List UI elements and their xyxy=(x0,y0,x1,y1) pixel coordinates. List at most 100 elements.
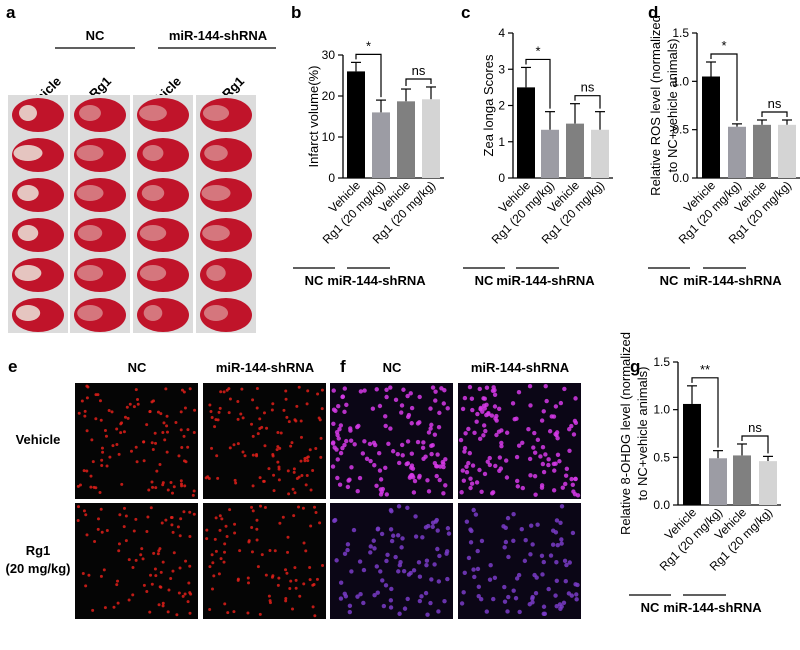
cell xyxy=(179,479,183,483)
cell xyxy=(188,564,192,568)
cell xyxy=(395,451,400,457)
cell xyxy=(219,390,223,394)
cell xyxy=(546,457,551,462)
cell xyxy=(319,436,323,440)
cell xyxy=(192,512,196,516)
cell xyxy=(270,408,274,412)
cell xyxy=(492,404,498,409)
cell xyxy=(383,414,388,419)
significance-bracket xyxy=(574,95,601,109)
micrograph xyxy=(203,503,326,619)
cell xyxy=(85,533,89,537)
row-header: Rg1 xyxy=(26,543,51,558)
cell xyxy=(558,520,563,526)
cell xyxy=(216,476,220,480)
cell xyxy=(246,581,250,585)
cell xyxy=(127,598,131,602)
cell xyxy=(148,610,152,614)
brain-infarct xyxy=(77,225,103,241)
cell xyxy=(87,573,91,577)
cell xyxy=(85,469,89,473)
cell xyxy=(170,523,174,527)
cell xyxy=(423,590,429,596)
group-label: miR-144-shRNA xyxy=(683,273,782,288)
cell xyxy=(271,402,275,406)
cell xyxy=(496,406,502,411)
cell xyxy=(246,576,250,580)
cell xyxy=(504,430,510,435)
cell xyxy=(236,577,240,581)
cell xyxy=(227,411,231,415)
row-header: (20 mg/kg) xyxy=(5,561,70,576)
cell xyxy=(342,442,347,448)
brain-infarct xyxy=(77,305,103,321)
cell xyxy=(526,427,531,432)
cell xyxy=(417,420,422,425)
cell xyxy=(463,431,468,436)
cell xyxy=(516,572,522,578)
cell xyxy=(213,537,217,541)
y-tick-label: 0.0 xyxy=(672,171,689,185)
cell xyxy=(348,428,353,433)
brain-infarct xyxy=(13,145,43,161)
cell xyxy=(301,506,305,510)
cell xyxy=(178,534,182,538)
cell xyxy=(460,468,465,473)
cell xyxy=(218,528,222,532)
y-axis-label: Relative 8-OHDG level (normalized xyxy=(618,332,633,535)
cell xyxy=(83,414,87,418)
cell xyxy=(210,446,214,450)
cell xyxy=(514,454,520,460)
cell xyxy=(82,469,86,473)
cell xyxy=(478,596,484,602)
cell xyxy=(563,481,568,487)
cell xyxy=(444,551,449,556)
cell xyxy=(192,430,196,434)
cell xyxy=(309,488,313,492)
brain-infarct xyxy=(15,305,41,321)
cell xyxy=(479,489,484,494)
cell xyxy=(351,527,357,533)
cell xyxy=(232,443,236,447)
significance-label: * xyxy=(535,43,540,58)
cell xyxy=(368,550,373,555)
cell xyxy=(388,527,394,532)
cell xyxy=(161,601,165,605)
cell xyxy=(295,476,299,480)
cell xyxy=(540,461,546,467)
cell xyxy=(471,567,476,572)
cell xyxy=(305,456,309,460)
cell xyxy=(76,484,80,488)
cell xyxy=(417,394,422,400)
cell xyxy=(233,478,237,482)
cell xyxy=(90,438,94,442)
cell xyxy=(306,389,310,393)
cell xyxy=(293,566,297,570)
cell xyxy=(302,582,306,586)
y-axis-label: to NC+vehicle animals) xyxy=(665,38,680,172)
cell xyxy=(250,526,254,530)
cell xyxy=(154,486,158,490)
cell xyxy=(494,432,499,438)
cell xyxy=(374,564,379,569)
cell xyxy=(251,434,255,438)
cell xyxy=(429,422,434,428)
significance-label: ns xyxy=(412,63,426,78)
bar xyxy=(517,87,535,178)
cell xyxy=(460,406,466,412)
cell xyxy=(320,407,324,411)
cell xyxy=(276,445,280,449)
cell xyxy=(543,383,548,389)
cell xyxy=(426,523,431,529)
cell xyxy=(108,455,112,459)
cell xyxy=(349,569,354,574)
brain-infarct xyxy=(139,225,167,241)
cell xyxy=(370,406,376,411)
cell xyxy=(181,594,185,598)
cell xyxy=(527,456,533,462)
brain-infarct xyxy=(139,265,167,281)
cell xyxy=(172,551,176,555)
bar xyxy=(709,458,727,505)
cell xyxy=(256,565,260,569)
cell xyxy=(180,445,184,449)
